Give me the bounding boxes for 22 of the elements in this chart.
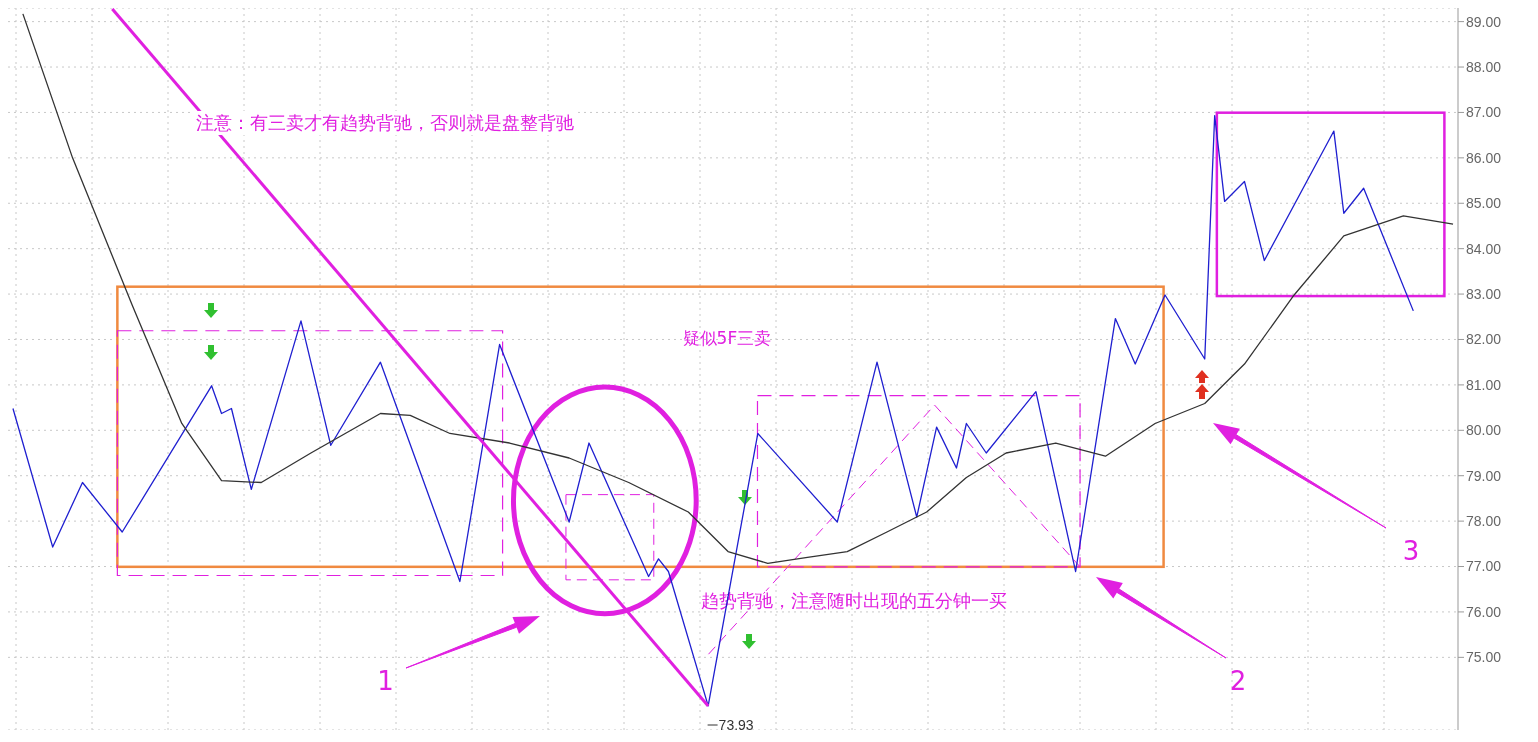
- y-tick-label: 78.00: [1466, 513, 1502, 530]
- text: 注意：有三卖才有趋势背驰，否则就是盘整背驰: [194, 111, 576, 135]
- annotation: 3: [1402, 536, 1420, 567]
- y-tick-label: 81.00: [1466, 376, 1502, 393]
- y-tick-label: 75.00: [1466, 649, 1502, 666]
- y-tick-label: 86.00: [1466, 149, 1502, 166]
- y-tick-label: 82.00: [1466, 331, 1502, 348]
- y-tick-label: 87.00: [1466, 104, 1502, 121]
- annotation: 疑似5F三卖: [682, 327, 772, 348]
- line-series: [22, 13, 1454, 564]
- y-tick-label: 89.00: [1466, 13, 1502, 30]
- y-tick-label: 88.00: [1466, 59, 1502, 75]
- annotation: 2: [1229, 666, 1247, 697]
- y-tick-label: 85.00: [1466, 195, 1502, 212]
- y-tick-label: 79.00: [1466, 467, 1502, 484]
- y-tick-label: 80.00: [1466, 422, 1502, 439]
- y-tick-label: 84.00: [1466, 240, 1502, 257]
- y-tick-label: 76.00: [1466, 603, 1502, 620]
- y-tick-label: 77.00: [1466, 558, 1502, 575]
- annotation: 73.93: [718, 717, 754, 733]
- annotation: 1: [377, 666, 394, 697]
- y-tick-label: 83.00: [1466, 286, 1502, 303]
